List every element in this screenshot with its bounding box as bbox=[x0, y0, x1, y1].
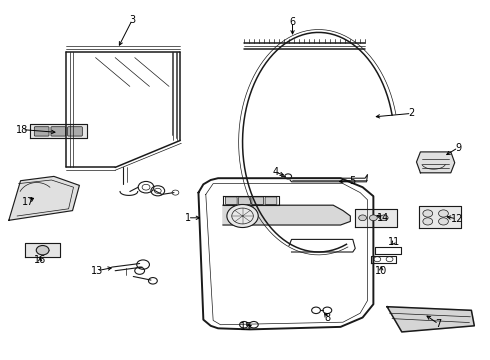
FancyBboxPatch shape bbox=[51, 127, 66, 136]
Polygon shape bbox=[416, 152, 455, 173]
Text: 2: 2 bbox=[409, 108, 415, 118]
Text: 16: 16 bbox=[34, 255, 46, 265]
Text: 14: 14 bbox=[377, 213, 389, 223]
Text: 5: 5 bbox=[350, 176, 356, 186]
Polygon shape bbox=[30, 124, 87, 138]
Text: 1: 1 bbox=[185, 213, 191, 223]
Polygon shape bbox=[419, 206, 461, 228]
Text: 10: 10 bbox=[375, 266, 388, 276]
Circle shape bbox=[439, 218, 448, 225]
Polygon shape bbox=[387, 307, 474, 332]
Circle shape bbox=[423, 210, 433, 217]
Text: 12: 12 bbox=[450, 214, 463, 224]
Circle shape bbox=[423, 218, 433, 225]
Circle shape bbox=[227, 204, 258, 228]
Text: 7: 7 bbox=[436, 319, 441, 329]
Polygon shape bbox=[9, 176, 79, 220]
FancyBboxPatch shape bbox=[34, 127, 49, 136]
FancyBboxPatch shape bbox=[225, 197, 237, 204]
FancyBboxPatch shape bbox=[252, 197, 264, 204]
Circle shape bbox=[36, 246, 49, 255]
Text: 11: 11 bbox=[388, 237, 400, 247]
Polygon shape bbox=[223, 205, 350, 225]
Text: 3: 3 bbox=[129, 15, 135, 25]
Circle shape bbox=[380, 215, 388, 221]
Text: 17: 17 bbox=[22, 197, 35, 207]
Text: 15: 15 bbox=[240, 322, 253, 332]
Circle shape bbox=[359, 215, 367, 221]
Text: 18: 18 bbox=[16, 125, 28, 135]
Text: 4: 4 bbox=[272, 167, 278, 177]
Text: 9: 9 bbox=[455, 143, 461, 153]
Text: 6: 6 bbox=[290, 17, 295, 27]
Polygon shape bbox=[355, 209, 397, 227]
FancyBboxPatch shape bbox=[239, 197, 250, 204]
Polygon shape bbox=[25, 243, 60, 257]
Text: 13: 13 bbox=[91, 266, 103, 276]
Circle shape bbox=[439, 210, 448, 217]
Circle shape bbox=[369, 215, 377, 221]
FancyBboxPatch shape bbox=[68, 127, 82, 136]
Text: 8: 8 bbox=[324, 312, 330, 323]
FancyBboxPatch shape bbox=[265, 197, 277, 204]
